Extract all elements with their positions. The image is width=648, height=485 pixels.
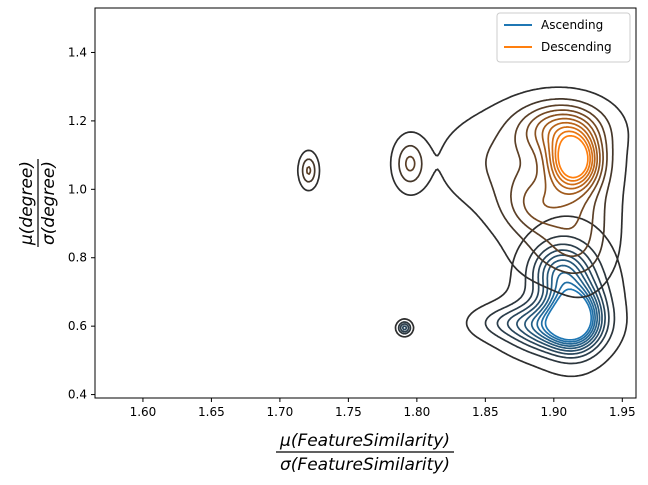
x-axis: 1.60 1.65 1.70 1.75 1.80 1.85 1.90 1.95: [130, 398, 636, 419]
y-tick-label: 0.6: [68, 319, 87, 333]
series-ascending-contours: [394, 215, 628, 378]
y-tick-label: 1.2: [68, 114, 87, 128]
y-axis-label: μ(degree) σ(degree): [17, 159, 59, 247]
contour-descending-level-8: [551, 126, 594, 186]
contour-descending-level-1: [296, 86, 630, 299]
contour-descending-level-10: [557, 134, 589, 179]
series-descending-contours: [296, 86, 630, 299]
legend-label-ascending: Ascending: [541, 18, 603, 32]
contour-ascending-level-9: [540, 281, 594, 343]
x-tick-label: 1.65: [198, 405, 225, 419]
contour-descending-level-2: [301, 98, 614, 275]
legend-label-descending: Descending: [541, 40, 612, 54]
y-axis: 0.4 0.6 0.8 1.0 1.2 1.4: [68, 45, 95, 402]
x-tick-label: 1.85: [472, 405, 499, 419]
contour-descending-level-6: [541, 117, 599, 195]
legend: Ascending Descending: [496, 12, 631, 63]
x-tick-label: 1.60: [130, 405, 157, 419]
y-tick-label: 0.8: [68, 251, 87, 265]
contour-ascending-level-1: [394, 215, 628, 378]
contour-ascending-level-10: [544, 288, 593, 341]
contour-descending-level-4: [522, 109, 604, 230]
x-tick-label: 1.95: [609, 405, 636, 419]
contour-descending-level-7: [547, 121, 596, 190]
y-axis-label-numerator: μ(degree): [17, 161, 37, 246]
contour-ascending-level-8: [536, 271, 596, 345]
contour-ascending-level-3: [399, 243, 610, 359]
plot-frame: [94, 7, 637, 399]
x-axis-label-numerator: μ(FeatureSimilarity): [279, 431, 450, 451]
x-tick-label: 1.75: [335, 405, 362, 419]
contour-descending-level-9: [554, 130, 591, 182]
y-tick-label: 1.0: [68, 182, 87, 196]
x-axis-label-denominator: σ(FeatureSimilarity): [280, 455, 450, 475]
x-axis-label: μ(FeatureSimilarity) σ(FeatureSimilarity…: [276, 431, 454, 475]
y-axis-label-denominator: σ(degree): [39, 161, 59, 245]
contour-ascending-level-4: [401, 249, 606, 355]
y-tick-label: 0.4: [68, 388, 87, 402]
x-tick-label: 1.70: [267, 405, 294, 419]
contour-layer: [296, 86, 630, 378]
x-tick-label: 1.90: [540, 405, 567, 419]
contour-descending-level-3: [306, 104, 608, 258]
x-tick-label: 1.80: [404, 405, 431, 419]
contour-descending-level-5: [534, 113, 601, 209]
contour-ascending-level-7: [530, 264, 599, 347]
contour-ascending-level-5: [516, 254, 603, 352]
y-tick-label: 1.4: [68, 45, 87, 59]
